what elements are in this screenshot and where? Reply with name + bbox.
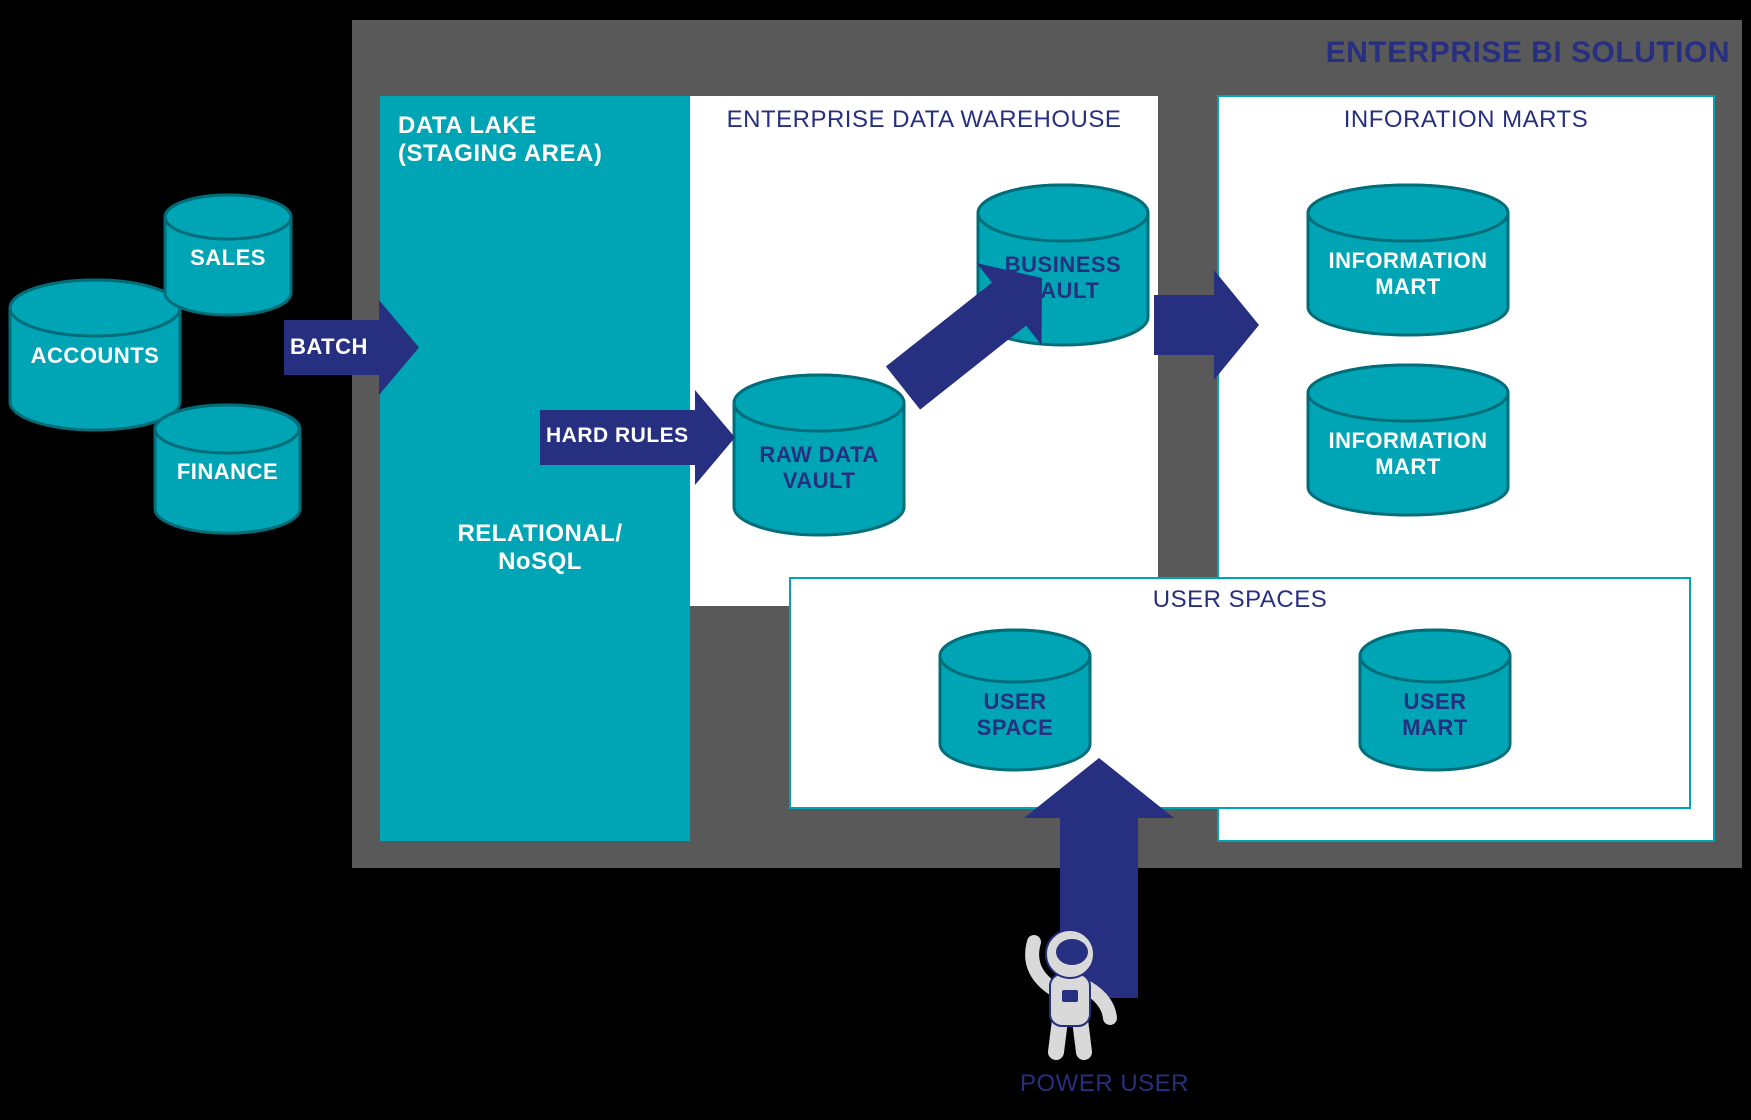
data-lake-subtext: RELATIONAL/NoSQL [420, 520, 660, 576]
cylinder-label-finance: FINANCE [155, 459, 300, 485]
user-spaces-title: USER SPACES [790, 586, 1690, 614]
cylinder-label-sales: SALES [165, 245, 291, 271]
edw-title: ENTERPRISE DATA WAREHOUSE [690, 106, 1158, 134]
cylinder-label-user_mart: USERMART [1360, 689, 1510, 741]
arrow-label-hard_rules: HARD RULES [546, 424, 695, 448]
cylinder-label-biz_vault: BUSINESSVAULT [978, 252, 1148, 304]
info-marts-title: INFORATION MARTS [1218, 106, 1714, 134]
data-lake-title: DATA LAKE(STAGING AREA) [398, 112, 684, 168]
cylinder-label-accounts: ACCOUNTS [10, 343, 180, 369]
power-user-label: POWER USER [1020, 1070, 1220, 1098]
cylinder-label-info_mart2: INFORMATIONMART [1308, 428, 1508, 480]
cylinder-label-raw_vault: RAW DATAVAULT [734, 442, 904, 494]
arrow-label-batch: BATCH [290, 334, 379, 360]
cylinder-label-info_mart1: INFORMATIONMART [1308, 248, 1508, 300]
data-lake-region [380, 96, 690, 841]
header-title: ENTERPRISE BI SOLUTION [1290, 36, 1730, 70]
cylinder-label-user_space: USERSPACE [940, 689, 1090, 741]
